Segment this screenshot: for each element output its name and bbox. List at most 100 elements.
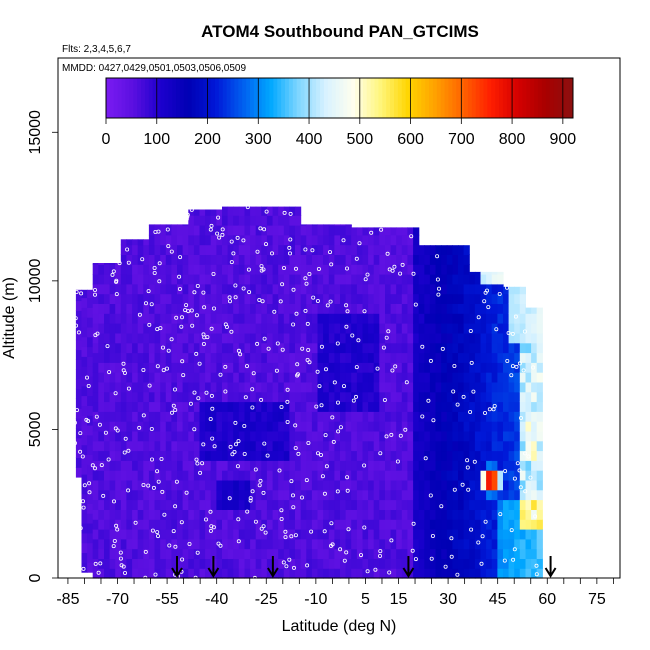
heatmap-cell [474,274,482,285]
heatmap-cell [126,391,133,403]
heatmap-cell [222,372,229,383]
heatmap-cell [300,332,307,344]
heatmap-cell [126,283,133,295]
heatmap-cell [233,401,240,412]
heatmap-cell [497,332,504,344]
heatmap-cell [474,352,482,363]
heatmap-cell [75,378,83,390]
heatmap-cell [424,460,431,471]
heatmap-cell [413,381,420,393]
heatmap-cell [525,440,532,452]
heatmap-cell [143,313,150,324]
heatmap-cell [317,440,324,452]
heatmap-cell [424,529,431,540]
sample-point [318,452,323,457]
heatmap-cell [92,519,99,530]
heatmap-cell [227,283,234,295]
heatmap-cell [351,401,358,412]
heatmap-cell [379,362,386,373]
heatmap-cell [193,209,201,216]
heatmap-cell [272,283,279,295]
heatmap-cell [463,568,470,579]
heatmap-cell [480,489,487,501]
heatmap-cell [418,293,425,304]
sample-point [411,521,416,526]
heatmap-cell [519,323,526,334]
heatmap-cell [351,548,358,559]
heatmap-cell [210,509,217,520]
heatmap-cell [452,372,459,383]
heatmap-cell [390,352,397,363]
sample-point [212,444,217,449]
x-tick-label: -10 [304,591,327,608]
heatmap-cell [536,450,543,461]
heatmap-cell [154,244,161,255]
sample-point [269,251,274,256]
sample-point [171,403,176,408]
heatmap-cell [368,440,375,452]
heatmap-cell [306,509,313,520]
sample-point [420,344,425,349]
heatmap-cell [311,254,319,265]
heatmap-cell [536,411,543,422]
heatmap-cell [396,381,403,393]
heatmap-cell [250,391,257,403]
heatmap-cell [531,529,538,540]
heatmap-cell [396,499,403,510]
heatmap-cell [385,352,392,363]
sample-point [466,487,471,492]
heatmap-cell [474,470,482,481]
heatmap-cell [379,548,386,559]
heatmap-cell [525,391,532,403]
sample-point [211,525,216,530]
heatmap-cell [244,215,251,226]
heatmap-cell [474,323,482,334]
heatmap-cell [328,401,335,412]
colorbar-swatch [218,78,224,118]
heatmap-cell [238,313,245,324]
heatmap-cell [115,372,122,383]
heatmap-cell [210,421,217,432]
heatmap-cell [373,470,380,481]
heatmap-cell [424,499,431,510]
heatmap-cell [120,352,127,363]
heatmap-cell [508,489,515,501]
heatmap-cell [227,391,234,403]
heatmap-cell [407,509,414,520]
heatmap-cell [311,352,319,363]
heatmap-cell [317,509,324,520]
heatmap-cell [81,532,88,544]
heatmap-cell [311,568,319,579]
heatmap-cell [222,342,229,354]
heatmap-cell [278,332,285,344]
heatmap-cell [210,323,217,334]
heatmap-cell [311,538,319,550]
heatmap-cell [171,411,178,422]
heatmap-cell [474,568,482,579]
heatmap-cell [469,421,476,432]
heatmap-cell [283,362,290,373]
heatmap-cell [177,460,184,471]
heatmap-cell [536,352,543,363]
heatmap-cell [255,352,262,363]
heatmap-cell [238,244,245,255]
heatmap-cell [143,391,150,403]
heatmap-cell [300,568,307,579]
heatmap-cell [362,558,369,569]
heatmap-cell [165,558,172,569]
heatmap-cell [306,225,313,236]
heatmap-cell [233,568,240,579]
heatmap-cell [491,401,498,412]
sample-point [73,441,78,446]
heatmap-cell [486,568,493,579]
heatmap-cell [98,548,105,559]
heatmap-cell [289,529,296,540]
heatmap-cell [311,244,319,255]
heatmap-cell [222,548,229,559]
heatmap-cell [205,440,212,452]
heatmap-cell [222,440,229,452]
heatmap-cell [508,313,515,324]
heatmap-cell [177,274,184,285]
heatmap-cell [491,568,498,579]
heatmap-cell [109,293,116,304]
